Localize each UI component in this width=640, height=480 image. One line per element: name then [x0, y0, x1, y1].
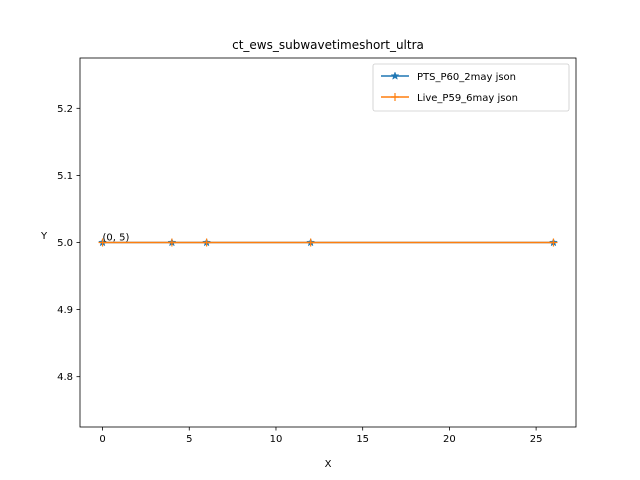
y-tick-label: 5.2: [57, 104, 73, 115]
series-2: [98, 238, 558, 247]
chart-title: ct_ews_subwavetimeshort_ultra: [232, 38, 424, 52]
legend-label: PTS_P60_2may json: [417, 72, 516, 83]
point-annotation: (0, 5): [103, 233, 130, 244]
y-tick-label: 5.0: [57, 238, 73, 249]
series-layer: [98, 237, 558, 247]
y-tick-label: 4.8: [57, 372, 73, 383]
legend-marker: [390, 71, 400, 80]
y-tick-label: 5.1: [57, 171, 73, 182]
x-tick-label: 5: [186, 434, 192, 445]
legend-label: Live_P59_6may json: [417, 93, 518, 104]
x-axis-label: X: [325, 459, 332, 470]
legend-marker: [391, 93, 399, 101]
x-tick-label: 0: [99, 434, 105, 445]
y-tick-label: 4.9: [57, 305, 73, 316]
data-point-marker: [549, 238, 558, 247]
data-point-marker: [306, 238, 315, 247]
data-point-marker: [202, 238, 211, 247]
x-tick-label: 10: [270, 434, 283, 445]
data-point-marker: [167, 238, 176, 247]
y-axis: 4.8 4.9 5.0 5.1 5.2: [57, 104, 80, 383]
x-tick-label: 20: [443, 434, 456, 445]
legend-item-1: PTS_P60_2may json: [381, 71, 516, 83]
legend: PTS_P60_2may json Live_P59_6may json: [372, 63, 570, 112]
y-axis-label: Y: [40, 231, 48, 242]
x-axis: 0 5 10 15 20 25: [99, 427, 542, 445]
x-tick-label: 25: [530, 434, 543, 445]
legend-item-2: Live_P59_6may json: [381, 93, 518, 104]
x-tick-label: 15: [356, 434, 369, 445]
legend-box: [372, 63, 570, 112]
annotation-layer: (0, 5): [103, 233, 130, 244]
data-point-marker: [98, 238, 107, 247]
